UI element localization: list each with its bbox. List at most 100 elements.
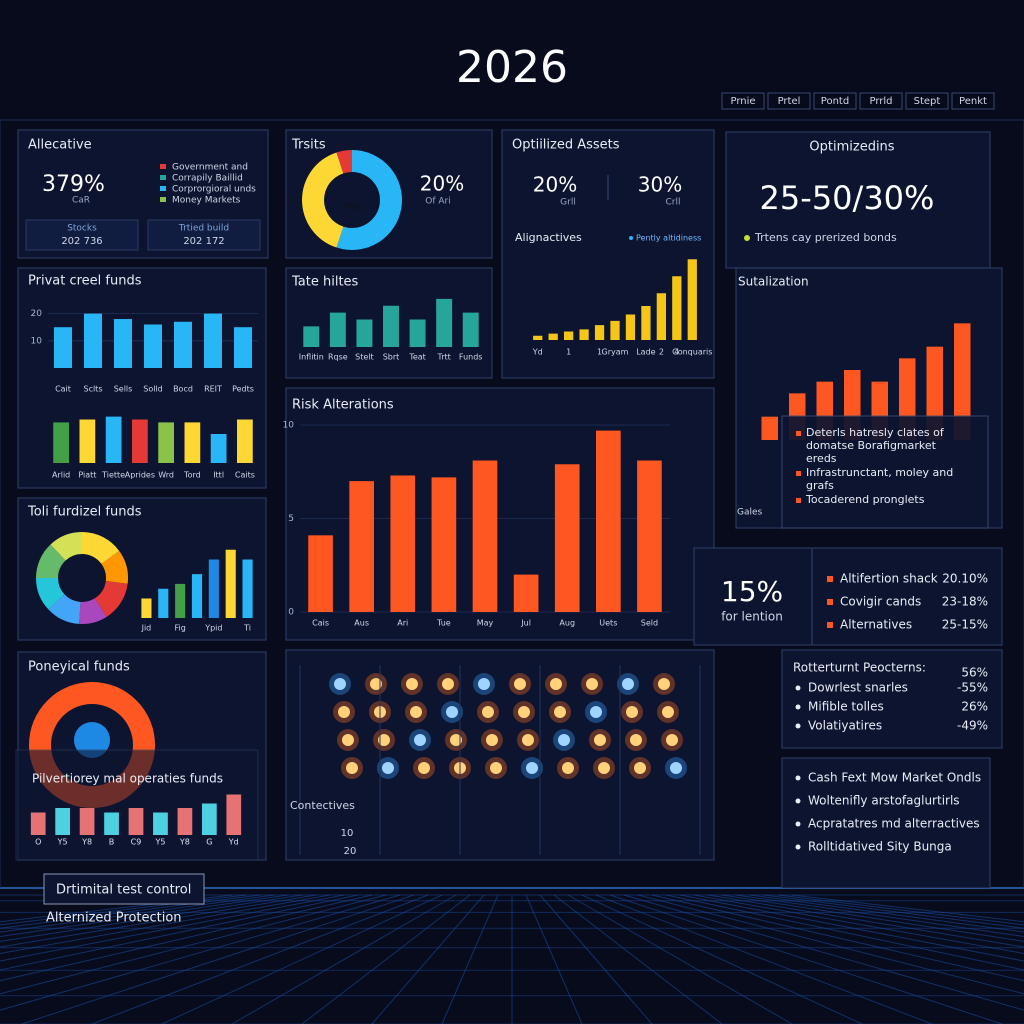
floor-line: [0, 894, 345, 962]
glow-dot: [594, 734, 606, 746]
x-tick-label: Sclts: [83, 385, 102, 394]
panel: [811, 547, 1003, 646]
bar: [564, 331, 574, 340]
glow-dot: [346, 762, 358, 774]
button-label[interactable]: Drtimital test control: [56, 883, 191, 898]
floor-line: [595, 894, 933, 1024]
glow-dot: [630, 734, 642, 746]
y-tick-label: 10: [31, 336, 43, 346]
floor-line: [539, 894, 653, 1024]
tab: [859, 92, 903, 110]
x-tick-label: Ari: [397, 619, 408, 628]
bar: [308, 535, 333, 612]
glow-dot: [622, 678, 634, 690]
x-tick-label: Tiette: [101, 471, 125, 480]
glow-dot: [450, 734, 462, 746]
kpi-label: Of Ari: [425, 197, 450, 207]
x-tick-label: Trtt: [437, 353, 451, 362]
bar: [672, 276, 682, 340]
glow-dot: [370, 678, 382, 690]
bullet: [795, 844, 801, 850]
tab-label: Penkt: [959, 96, 987, 107]
legend-swatch: [160, 175, 166, 180]
glow-dot: [414, 734, 426, 746]
x-tick-label: Sbrt: [383, 353, 400, 362]
pie-slice: [336, 150, 352, 174]
x-tick-label: Y5: [57, 838, 68, 847]
list-label: Altifertion shack: [840, 572, 938, 586]
stat-value: 202 736: [61, 236, 102, 247]
panel-title: Optimizedins: [809, 140, 894, 155]
bar: [141, 598, 152, 618]
floor-line: [0, 894, 401, 1011]
panel: [693, 547, 813, 646]
panel-title: Tate hiltes: [291, 275, 359, 290]
x-tick-label: Solld: [143, 385, 163, 394]
x-tick-label: 1: [597, 348, 602, 357]
floor-line: [651, 894, 1024, 982]
glow-dot: [378, 734, 390, 746]
bar: [208, 559, 219, 618]
tab: [951, 92, 995, 110]
x-tick-label: Uets: [599, 619, 617, 628]
tab-label: Prtel: [778, 96, 801, 107]
floor-line: [0, 894, 233, 923]
panel-title: Risk Alterations: [292, 398, 394, 413]
bullet: [796, 471, 801, 476]
bullet: [827, 622, 833, 628]
bullet: [795, 723, 801, 729]
glow-dot: [522, 734, 534, 746]
tab: [813, 92, 857, 110]
legend-label: Corprorgioral unds: [172, 185, 256, 195]
legend-dot: [629, 236, 633, 240]
x-tick-label: Seld: [641, 619, 658, 628]
bar: [177, 808, 193, 835]
floor-line: [0, 894, 261, 929]
bar: [409, 319, 426, 347]
kpi-value: 379%: [42, 172, 105, 197]
axis-label: Gales: [737, 508, 763, 518]
glow-dot: [418, 762, 430, 774]
bar: [105, 416, 122, 463]
floor-grid: [0, 894, 1024, 1024]
button[interactable]: [43, 873, 205, 905]
bar: [390, 475, 416, 612]
bar: [84, 313, 102, 368]
bar: [184, 422, 201, 463]
floor-line: [525, 894, 583, 1024]
axis-label: 20: [344, 846, 357, 857]
bar: [210, 434, 227, 463]
bar: [303, 326, 320, 347]
bar: [242, 559, 253, 618]
bar: [641, 306, 651, 340]
x-tick-label: Ittl: [213, 471, 224, 480]
glow-dot: [446, 706, 458, 718]
floor-line: [0, 894, 387, 995]
pie-slice: [79, 598, 107, 624]
bar: [79, 808, 95, 835]
bar: [55, 808, 70, 835]
glow-dot: [666, 734, 678, 746]
bar: [79, 419, 96, 463]
panel-title: Contectives: [290, 799, 355, 812]
bar: [383, 305, 399, 347]
floor-line: [567, 894, 793, 1024]
bar: [144, 324, 162, 368]
glow-dot: [334, 678, 346, 690]
panel-title: Toli furdizel funds: [27, 505, 142, 520]
panel-title: Allecative: [28, 138, 92, 153]
x-tick-label: Inflitin: [299, 353, 324, 362]
list-value: 20.10%: [942, 572, 988, 586]
note: grafs: [806, 479, 834, 492]
bar: [114, 319, 132, 368]
bullet: [827, 576, 833, 582]
glow-dot: [526, 762, 538, 774]
y-tick-label: 0: [288, 608, 294, 618]
floor-line: [0, 894, 359, 971]
x-tick-label: B: [109, 838, 115, 847]
stat-label: Stocks: [67, 224, 97, 234]
x-tick-label: Yd: [532, 348, 543, 357]
tab: [721, 92, 765, 110]
